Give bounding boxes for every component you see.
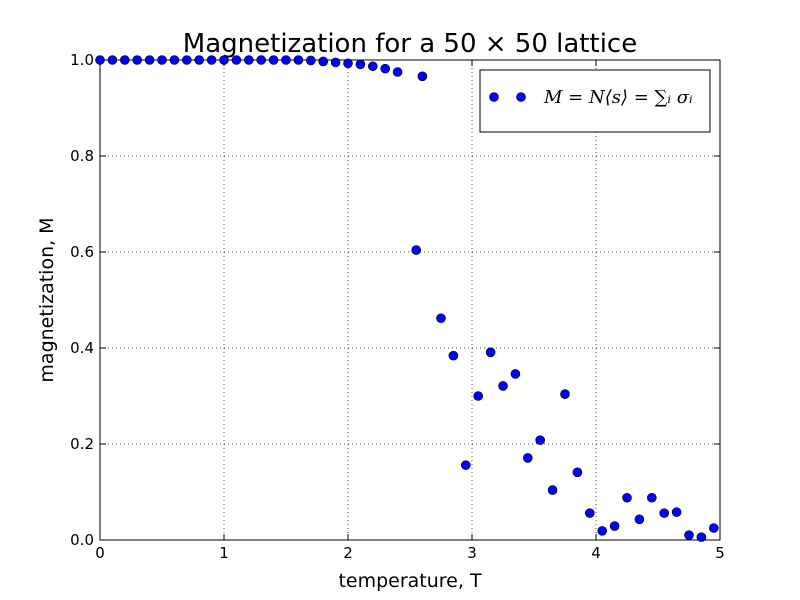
x-tick-label: 4 — [591, 544, 601, 562]
y-tick-label: 0.8 — [70, 147, 94, 165]
data-points — [95, 55, 719, 542]
x-tick-label: 0 — [95, 544, 105, 562]
data-point — [522, 453, 533, 463]
data-point — [609, 521, 620, 531]
data-point — [244, 55, 254, 65]
data-point — [659, 508, 670, 518]
data-point — [584, 508, 595, 518]
data-point — [132, 55, 142, 65]
data-point — [460, 460, 471, 470]
grid-lines — [100, 60, 720, 540]
data-point — [157, 55, 167, 65]
data-point — [634, 514, 645, 525]
data-point — [411, 245, 422, 255]
data-point — [380, 63, 391, 74]
data-point — [256, 55, 267, 65]
data-point — [219, 55, 229, 65]
data-point — [367, 61, 378, 72]
data-point — [708, 523, 719, 533]
x-axis-label: temperature, T — [338, 570, 482, 592]
x-tick-label: 5 — [715, 544, 725, 562]
data-point — [436, 313, 446, 324]
data-point — [696, 532, 707, 542]
y-tick-label: 0.2 — [70, 435, 94, 453]
data-point — [535, 435, 546, 445]
data-point — [622, 492, 632, 503]
data-point — [671, 507, 682, 517]
y-axis-label: magnetization, M — [36, 217, 58, 382]
data-point — [485, 347, 496, 358]
legend-marker-1 — [489, 92, 499, 102]
data-point — [120, 55, 130, 65]
data-point — [330, 57, 341, 68]
data-point — [107, 55, 118, 65]
data-point — [355, 59, 366, 70]
data-point — [510, 369, 521, 379]
data-point — [318, 56, 329, 67]
data-point — [560, 389, 570, 399]
data-point — [293, 55, 304, 65]
legend-box — [479, 69, 711, 133]
data-point — [144, 55, 155, 65]
y-tick-label: 0.4 — [70, 339, 94, 357]
data-point — [182, 55, 192, 65]
data-point — [194, 55, 204, 65]
y-tick-label: 0.6 — [70, 243, 94, 261]
x-tick-label: 3 — [467, 544, 477, 562]
data-point — [305, 55, 316, 66]
data-point — [206, 55, 217, 65]
legend-label: M = N⟨s⟩ = ∑ᵢ σᵢ — [543, 87, 693, 108]
data-point — [417, 71, 428, 82]
x-tick-label: 1 — [219, 544, 229, 562]
data-point — [268, 55, 279, 65]
data-point — [572, 467, 583, 478]
data-point — [281, 55, 291, 65]
data-point — [231, 55, 242, 65]
data-point — [343, 58, 353, 69]
chart-title: Magnetization for a 50 × 50 lattice — [183, 29, 637, 59]
y-tick-label: 0.0 — [70, 531, 94, 549]
plot-area-frame — [99, 59, 721, 541]
data-point — [597, 526, 608, 536]
x-tick-label: 2 — [343, 544, 353, 562]
data-point — [169, 55, 180, 65]
data-point — [473, 391, 484, 401]
data-point — [392, 67, 403, 77]
legend: M = N⟨s⟩ = ∑ᵢ σᵢ — [479, 69, 711, 133]
legend-marker-2 — [516, 92, 526, 102]
axis-ticks: 0 1 2 3 4 5 0.0 0.2 0.4 0.6 0.8 1.0 — [70, 51, 725, 562]
data-point — [646, 492, 657, 503]
y-tick-label: 1.0 — [70, 51, 94, 69]
data-point — [684, 530, 694, 541]
data-point — [448, 350, 459, 361]
data-point — [498, 381, 508, 391]
data-point — [95, 55, 105, 65]
data-point — [547, 485, 558, 495]
